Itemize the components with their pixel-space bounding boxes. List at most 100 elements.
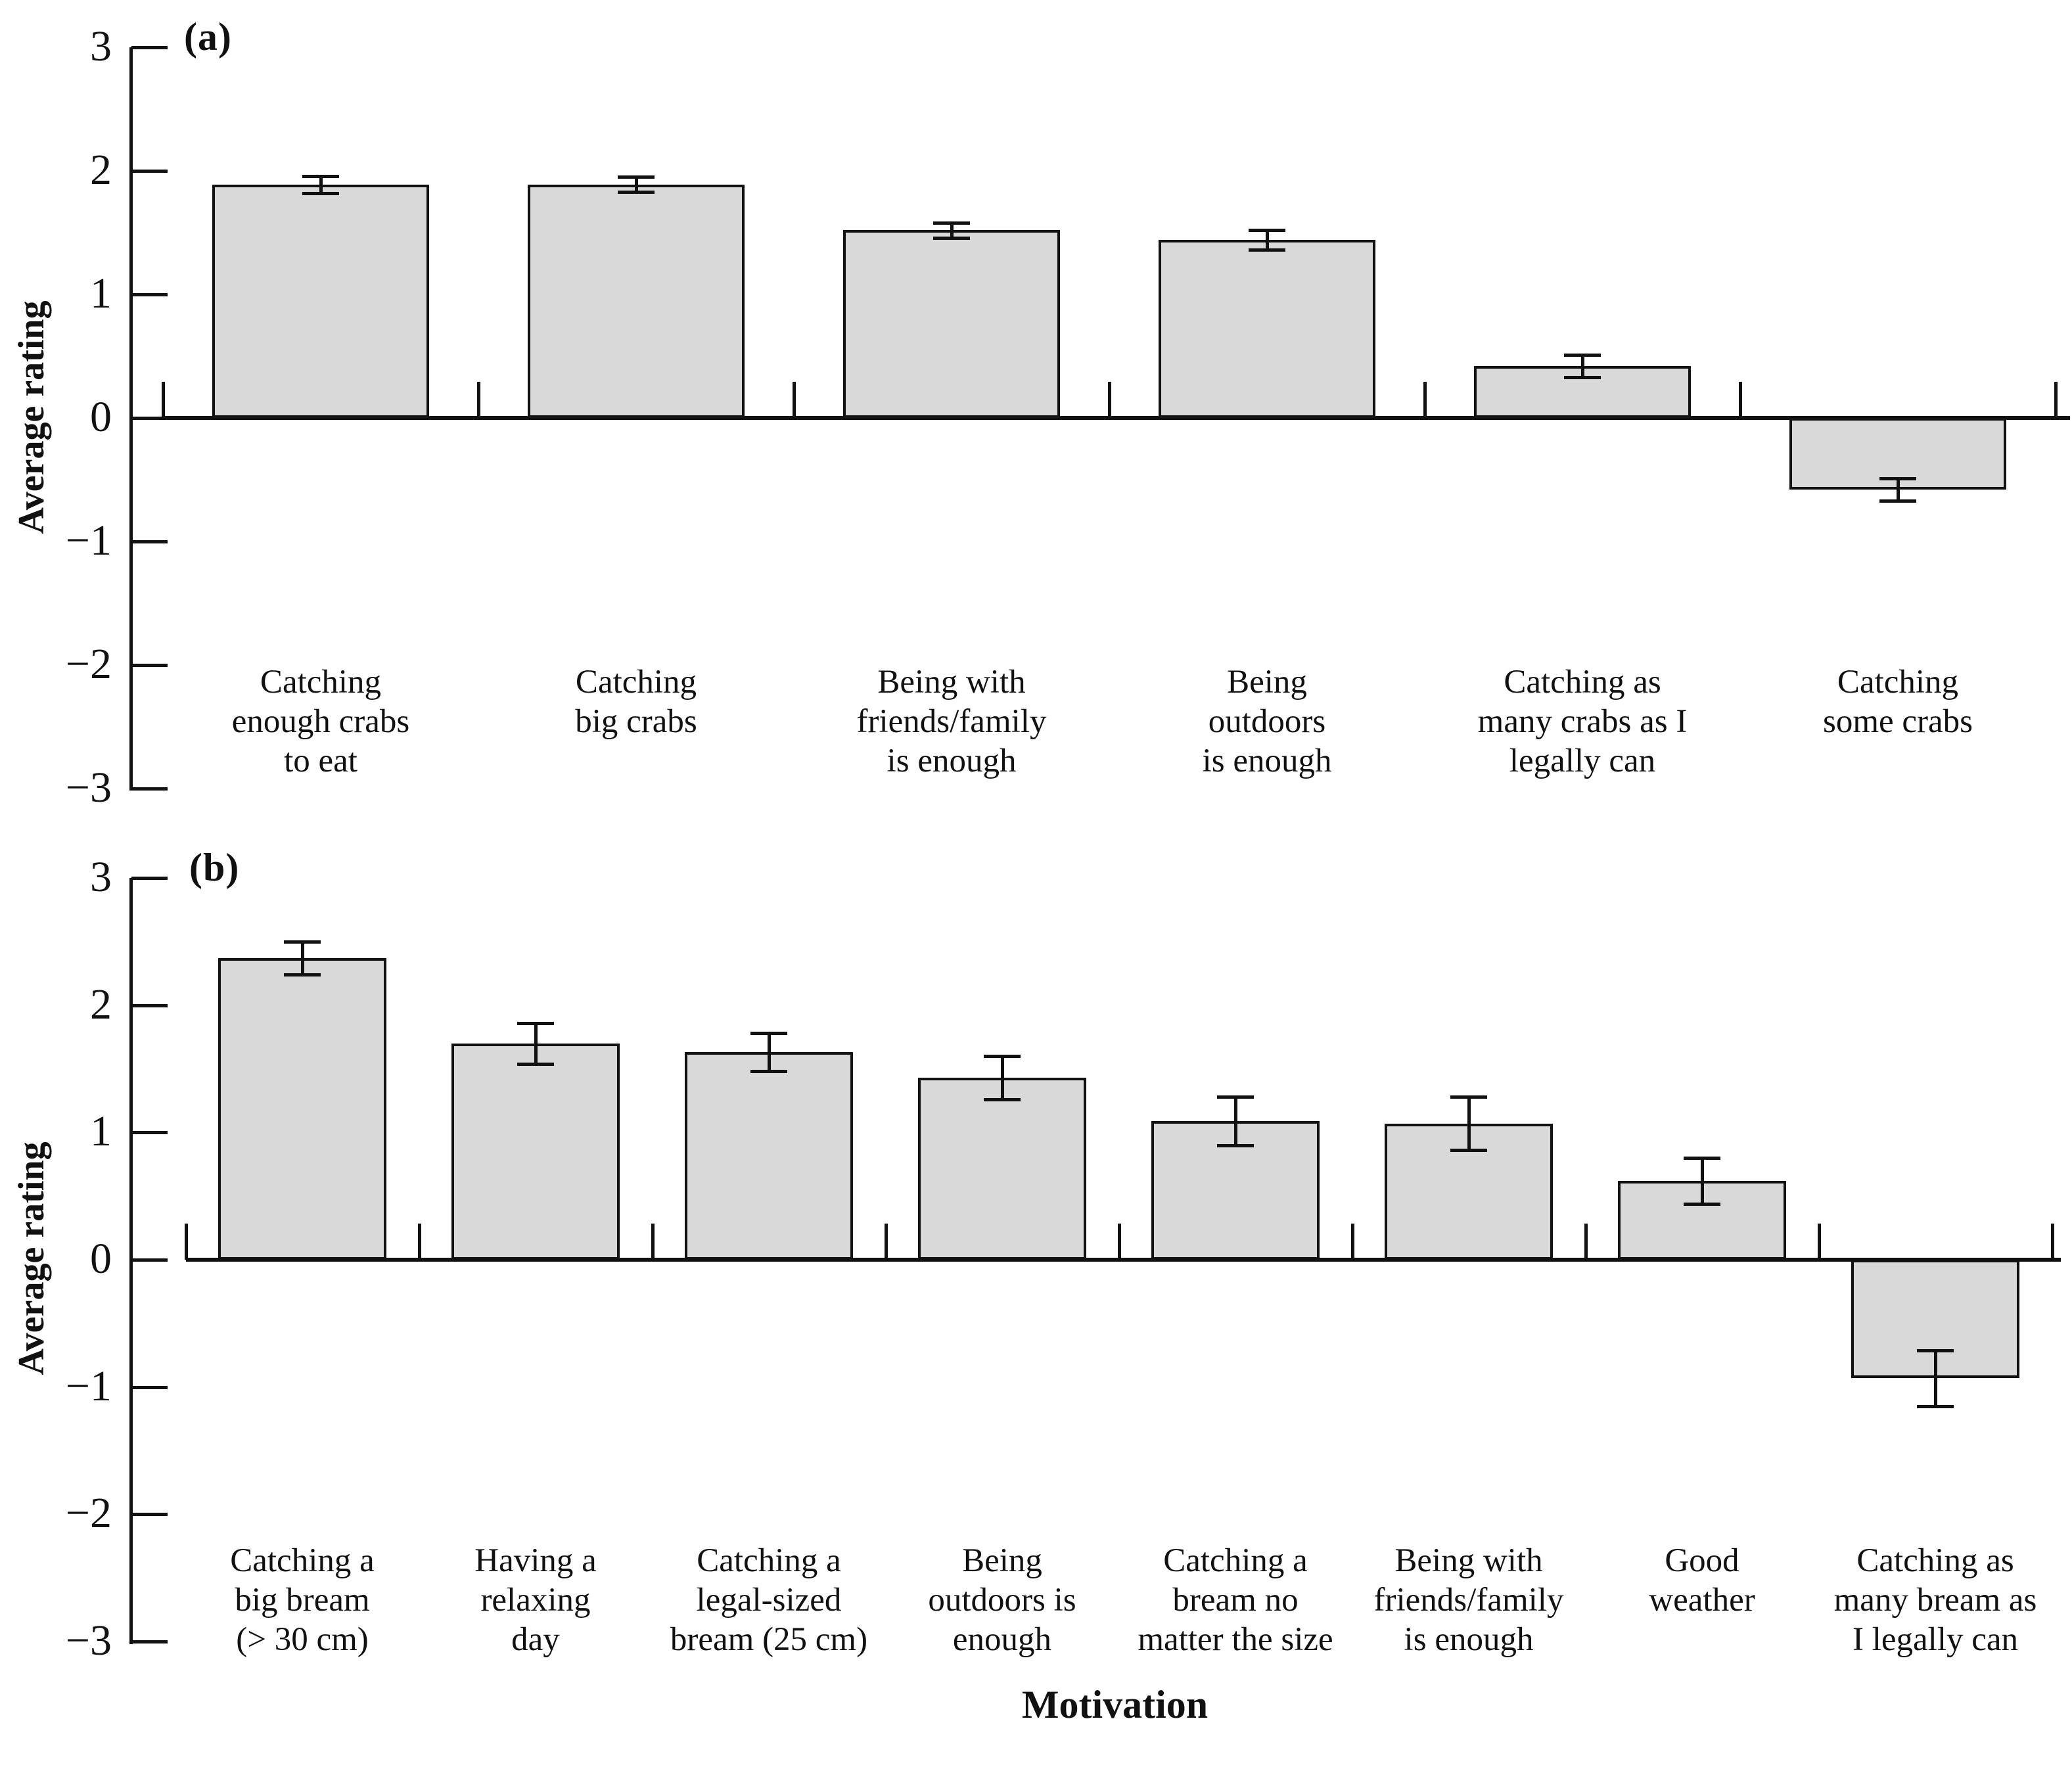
error-bar-line <box>1001 1056 1004 1099</box>
x-boundary-tick <box>1817 1224 1821 1260</box>
x-boundary-tick <box>162 382 165 418</box>
error-bar-line <box>768 1033 771 1072</box>
y-tick-label: −1 <box>65 1362 112 1410</box>
error-bar-cap-top <box>284 940 321 944</box>
category-label: Having a relaxing day <box>474 1542 597 1658</box>
y-tick-mark <box>131 877 168 880</box>
y-tick-mark <box>131 1003 168 1007</box>
y-tick-label: 2 <box>90 146 112 194</box>
error-bar-cap-top <box>1564 354 1601 357</box>
category-label: Good weather <box>1649 1542 1755 1619</box>
x-boundary-tick <box>2054 382 2058 418</box>
category-label: Catching a big bream (> 30 cm) <box>230 1542 375 1658</box>
y-tick-label: −3 <box>65 764 112 812</box>
category-label: Catching as many bream as I legally can <box>1833 1542 2037 1658</box>
error-bar-cap-bottom <box>984 1097 1021 1101</box>
bar <box>528 184 745 418</box>
x-boundary-tick <box>793 382 796 418</box>
category-label: Being outdoors is enough <box>928 1542 1076 1658</box>
bar <box>212 184 429 418</box>
x-boundary-tick <box>651 1224 655 1260</box>
y-tick-label: 2 <box>90 980 112 1028</box>
y-tick-label: 1 <box>90 269 112 317</box>
y-tick-label: 0 <box>90 1235 112 1283</box>
x-boundary-tick <box>884 1224 888 1260</box>
error-bar-cap-top <box>618 175 655 179</box>
error-bar-cap-bottom <box>1684 1202 1720 1206</box>
x-axis-title: Motivation <box>1021 1683 1209 1726</box>
error-bar-cap-bottom <box>1450 1149 1487 1153</box>
y-tick-label: −1 <box>65 517 112 564</box>
y-tick-mark <box>131 540 168 543</box>
y-tick-mark <box>131 1513 168 1517</box>
y-tick-mark <box>131 1131 168 1135</box>
bar <box>218 958 386 1260</box>
error-bar-cap-bottom <box>1879 499 1916 503</box>
x-boundary-tick <box>1423 382 1427 418</box>
error-bar-cap-top <box>984 1055 1021 1059</box>
error-bar-cap-bottom <box>517 1062 554 1066</box>
x-boundary-tick <box>1117 1224 1121 1260</box>
error-bar-cap-top <box>750 1032 787 1036</box>
x-boundary-tick <box>417 1224 421 1260</box>
y-tick-mark <box>131 417 168 420</box>
y-tick-mark <box>131 1385 168 1389</box>
y-tick-mark <box>131 46 168 49</box>
error-bar-cap-top <box>933 221 970 225</box>
bar <box>1789 418 2006 490</box>
error-bar-cap-top <box>1879 477 1916 481</box>
x-boundary-tick <box>1739 382 1742 418</box>
category-label: Catching a legal-sized bream (25 cm) <box>670 1542 868 1658</box>
error-bar-cap-top <box>1917 1348 1954 1352</box>
y-tick-label: −3 <box>65 1617 112 1665</box>
error-bar-line <box>319 175 323 193</box>
panel-a-label: (a) <box>184 15 232 58</box>
x-boundary-tick <box>1584 1224 1588 1260</box>
y-tick-label: 0 <box>90 393 112 441</box>
y-tick-label: −2 <box>65 1489 112 1538</box>
y-tick-label: 1 <box>90 1107 112 1156</box>
bar <box>843 230 1060 418</box>
error-bar-cap-top <box>302 174 339 178</box>
error-bar-line <box>1266 230 1269 250</box>
category-label: Catching enough crabs to eat <box>231 664 410 779</box>
y-tick-label: 3 <box>90 853 112 901</box>
error-bar-cap-top <box>1684 1157 1720 1160</box>
error-bar-line <box>1581 355 1584 377</box>
category-label: Catching a bream no matter the size <box>1138 1542 1333 1658</box>
x-boundary-tick <box>477 382 480 418</box>
error-bar-line <box>1934 1350 1937 1406</box>
bar <box>1385 1123 1553 1260</box>
error-bar-line <box>534 1022 538 1064</box>
bar <box>685 1052 853 1260</box>
error-bar-cap-bottom <box>750 1070 787 1074</box>
y-tick-mark <box>131 787 168 791</box>
y-tick-label: 3 <box>90 22 112 70</box>
category-label: Being with friends/family is enough <box>1373 1542 1564 1658</box>
y-axis-line <box>129 878 133 1644</box>
category-label: Being outdoors is enough <box>1202 664 1332 779</box>
error-bar-cap-bottom <box>1249 248 1285 252</box>
x-boundary-tick <box>1350 1224 1354 1260</box>
y-tick-mark <box>131 1258 168 1262</box>
error-bar-line <box>635 177 638 192</box>
category-label: Catching some crabs <box>1822 664 1973 740</box>
x-boundary-tick <box>1108 382 1111 418</box>
error-bar-cap-bottom <box>1917 1404 1954 1408</box>
error-bar-line <box>1897 478 1900 501</box>
error-bar-cap-top <box>1249 229 1285 233</box>
error-bar-cap-bottom <box>618 190 655 194</box>
bar <box>1159 240 1375 418</box>
y-axis-line <box>129 47 133 791</box>
error-bar-cap-bottom <box>933 236 970 240</box>
bar <box>918 1078 1086 1260</box>
category-label: Catching big crabs <box>575 664 697 740</box>
error-bar-line <box>1467 1097 1471 1151</box>
error-bar-cap-bottom <box>302 191 339 195</box>
y-tick-mark <box>131 1640 168 1643</box>
error-bar-line <box>1701 1158 1704 1204</box>
bar <box>451 1043 620 1260</box>
error-bar-cap-top <box>517 1021 554 1025</box>
error-bar-cap-top <box>1217 1095 1254 1099</box>
